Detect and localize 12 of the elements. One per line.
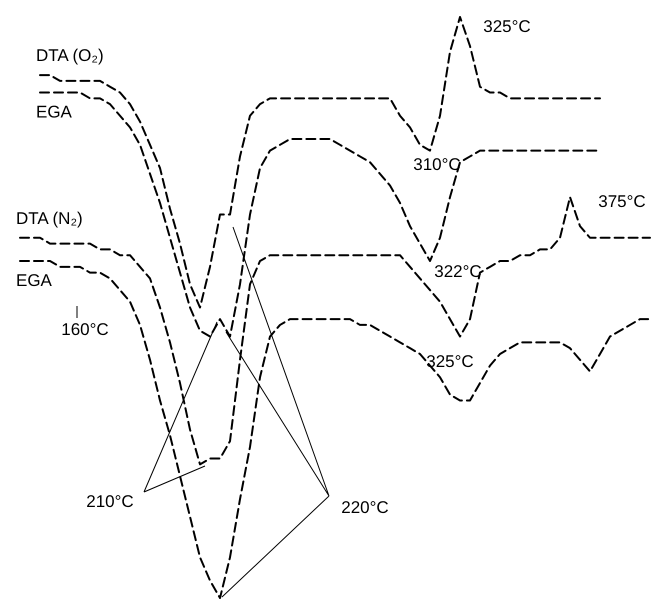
annotation: 325°C bbox=[426, 352, 474, 372]
annotation: 160°C bbox=[61, 320, 109, 340]
series-label: EGA bbox=[16, 271, 53, 290]
annotation: 375°C bbox=[598, 192, 646, 212]
annotation: 325°C bbox=[483, 17, 531, 37]
annotation: 310°C bbox=[413, 155, 461, 175]
annotation: 322°C bbox=[434, 262, 482, 282]
series-label: EGA bbox=[36, 102, 73, 122]
series-label: DTA (O₂) bbox=[36, 46, 104, 66]
annotation: 220°C bbox=[341, 498, 389, 518]
series-label: DTA (N₂) bbox=[16, 208, 83, 228]
annotation: 210°C bbox=[86, 492, 134, 512]
